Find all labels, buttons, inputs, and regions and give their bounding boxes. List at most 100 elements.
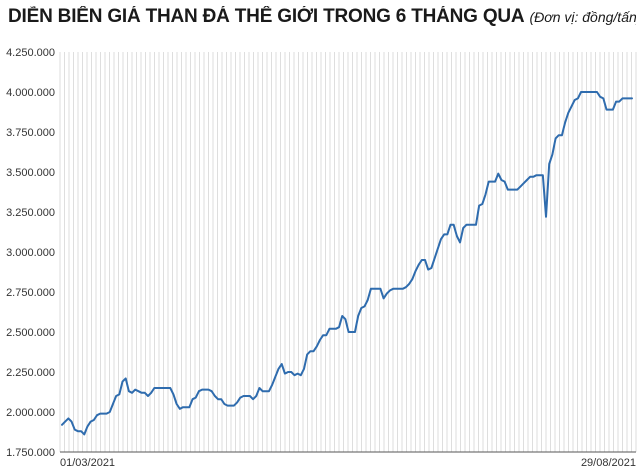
data-point [548,163,550,165]
data-point [513,188,515,190]
data-point [147,395,149,397]
data-point [351,331,353,333]
data-point [367,299,369,301]
data-point [335,328,337,330]
data-point [144,392,146,394]
data-point [437,248,439,250]
data-point [220,398,222,400]
series-line [61,91,633,436]
data-point [408,283,410,285]
data-point [545,216,547,218]
data-point [589,91,591,93]
data-point [494,180,496,182]
data-point [573,99,575,101]
data-point [217,398,219,400]
data-point [239,396,241,398]
data-point [77,430,79,432]
x-tick-label: 29/08/2021 [581,457,636,469]
chart-grid [59,52,637,452]
data-point [402,288,404,290]
data-point [628,97,630,99]
data-point [303,368,305,370]
data-point [472,224,474,226]
data-point [414,270,416,272]
data-point [596,91,598,93]
data-point [309,350,311,352]
data-point [195,396,197,398]
data-point [468,224,470,226]
data-point [621,97,623,99]
data-point [99,412,101,414]
data-point [293,374,295,376]
data-point [535,174,537,176]
data-point [325,334,327,336]
data-point [255,395,257,397]
data-point [198,390,200,392]
data-point [281,363,283,365]
data-point [166,387,168,389]
y-tick-label: 3.250.000 [6,207,55,219]
data-point [427,268,429,270]
data-point [322,334,324,336]
data-point [344,318,346,320]
data-point [465,224,467,226]
data-point [411,278,413,280]
data-point [443,233,445,235]
data-point [112,403,114,405]
data-point [392,288,394,290]
data-point [599,96,601,98]
data-point [223,403,225,405]
data-point [615,100,617,102]
data-point [503,180,505,182]
data-point [516,188,518,190]
data-point [561,134,563,136]
data-point [507,188,509,190]
data-point [373,288,375,290]
chart-axes: 1.750.000 2.000.000 2.250.000 2.500.000 2.75… [6,47,636,469]
data-point [586,91,588,93]
data-point [74,428,76,430]
data-point [105,412,107,414]
y-tick-label: 1.750.000 [6,447,55,459]
data-point [156,387,158,389]
data-point [631,97,633,99]
data-point [433,257,435,259]
data-point [542,174,544,176]
data-point [583,91,585,93]
data-point [128,390,130,392]
data-point [61,424,63,426]
data-point [430,267,432,269]
data-point [567,112,569,114]
data-point [554,137,556,139]
data-point [360,307,362,309]
data-point [602,97,604,99]
data-point [179,408,181,410]
y-tick-label: 3.750.000 [6,127,55,139]
data-point [624,97,626,99]
data-point [67,417,69,419]
data-point [558,134,560,136]
y-tick-label: 2.500.000 [6,327,55,339]
data-point [274,376,276,378]
chart-header: DIỄN BIẾN GIÁ THAN ĐÁ THẾ GIỚI TRONG 6 T… [8,6,636,38]
data-point [204,388,206,390]
data-point [163,387,165,389]
data-point [488,180,490,182]
data-point [538,174,540,176]
data-point [570,105,572,107]
data-point [328,328,330,330]
data-point [210,390,212,392]
data-point [153,387,155,389]
x-tick-label: 01/03/2021 [60,457,115,469]
data-point [191,398,193,400]
data-point [140,392,142,394]
data-point [338,326,340,328]
data-point [316,345,318,347]
data-point [290,371,292,373]
data-point [484,193,486,195]
chart-title: DIỄN BIẾN GIÁ THAN ĐÁ THẾ GIỚI TRONG 6 T… [8,6,525,27]
data-point [363,305,365,307]
data-point [618,100,620,102]
data-point [150,392,152,394]
